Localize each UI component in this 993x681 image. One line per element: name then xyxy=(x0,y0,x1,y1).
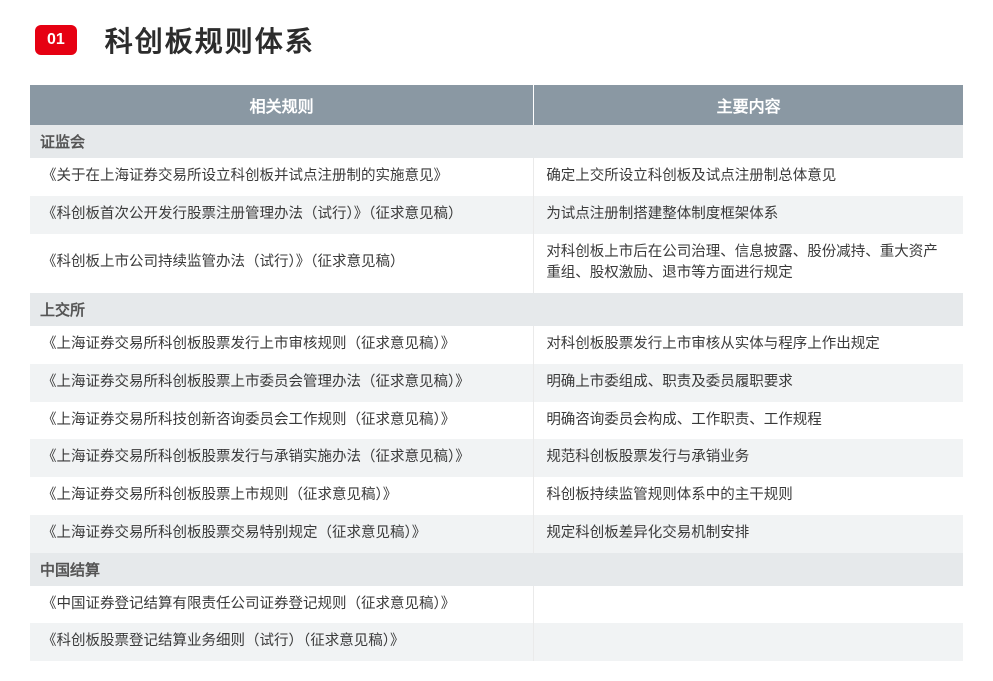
section-row: 中国结算 xyxy=(30,553,963,586)
rule-cell: 《科创板上市公司持续监管办法（试行）》（征求意见稿） xyxy=(30,234,534,294)
rule-cell: 《上海证券交易所科创板股票交易特别规定（征求意见稿）》 xyxy=(30,515,534,553)
rule-cell: 《上海证券交易所科创板股票上市委员会管理办法（征求意见稿）》 xyxy=(30,364,534,402)
table-row: 《上海证券交易所科创板股票上市规则（征求意见稿）》科创板持续监管规则体系中的主干… xyxy=(30,477,963,515)
table-row: 《上海证券交易所科创板股票发行与承销实施办法（征求意见稿）》规范科创板股票发行与… xyxy=(30,439,963,477)
content-cell: 为试点注册制搭建整体制度框架体系 xyxy=(534,196,963,234)
rule-cell: 《科创板首次公开发行股票注册管理办法（试行）》（征求意见稿） xyxy=(30,196,534,234)
rule-cell: 《上海证券交易所科技创新咨询委员会工作规则（征求意见稿）》 xyxy=(30,402,534,440)
content-cell xyxy=(534,623,963,661)
content-cell: 规范科创板股票发行与承销业务 xyxy=(534,439,963,477)
column-header-content: 主要内容 xyxy=(534,85,963,125)
section-label: 上交所 xyxy=(30,293,963,326)
table-row: 《上海证券交易所科创板股票上市委员会管理办法（征求意见稿）》明确上市委组成、职责… xyxy=(30,364,963,402)
table-header-row: 相关规则 主要内容 xyxy=(30,85,963,125)
table-row: 《科创板股票登记结算业务细则（试行）（征求意见稿）》 xyxy=(30,623,963,661)
table-row: 《中国证券登记结算有限责任公司证券登记规则（征求意见稿）》 xyxy=(30,586,963,624)
section-label: 证监会 xyxy=(30,125,963,158)
rules-table: 相关规则 主要内容 证监会《关于在上海证券交易所设立科创板并试点注册制的实施意见… xyxy=(30,85,963,661)
table-row: 《上海证券交易所科创板股票交易特别规定（征求意见稿）》规定科创板差异化交易机制安… xyxy=(30,515,963,553)
content-cell xyxy=(534,586,963,624)
table-row: 《科创板首次公开发行股票注册管理办法（试行）》（征求意见稿）为试点注册制搭建整体… xyxy=(30,196,963,234)
content-cell: 科创板持续监管规则体系中的主干规则 xyxy=(534,477,963,515)
rule-cell: 《上海证券交易所科创板股票上市规则（征求意见稿）》 xyxy=(30,477,534,515)
slide-header: 01 科创板规则体系 xyxy=(30,20,963,60)
content-cell: 明确上市委组成、职责及委员履职要求 xyxy=(534,364,963,402)
content-cell: 对科创板股票发行上市审核从实体与程序上作出规定 xyxy=(534,326,963,364)
table-row: 《关于在上海证券交易所设立科创板并试点注册制的实施意见》确定上交所设立科创板及试… xyxy=(30,158,963,196)
rule-cell: 《科创板股票登记结算业务细则（试行）（征求意见稿）》 xyxy=(30,623,534,661)
table-row: 《科创板上市公司持续监管办法（试行）》（征求意见稿）对科创板上市后在公司治理、信… xyxy=(30,234,963,294)
table-row: 《上海证券交易所科创板股票发行上市审核规则（征求意见稿）》对科创板股票发行上市审… xyxy=(30,326,963,364)
section-row: 证监会 xyxy=(30,125,963,158)
column-header-rules: 相关规则 xyxy=(30,85,534,125)
rule-cell: 《上海证券交易所科创板股票发行上市审核规则（征求意见稿）》 xyxy=(30,326,534,364)
section-label: 中国结算 xyxy=(30,553,963,586)
section-row: 上交所 xyxy=(30,293,963,326)
content-cell: 规定科创板差异化交易机制安排 xyxy=(534,515,963,553)
slide-title: 科创板规则体系 xyxy=(105,20,315,60)
rule-cell: 《关于在上海证券交易所设立科创板并试点注册制的实施意见》 xyxy=(30,158,534,196)
content-cell: 确定上交所设立科创板及试点注册制总体意见 xyxy=(534,158,963,196)
rule-cell: 《上海证券交易所科创板股票发行与承销实施办法（征求意见稿）》 xyxy=(30,439,534,477)
table-row: 《上海证券交易所科技创新咨询委员会工作规则（征求意见稿）》明确咨询委员会构成、工… xyxy=(30,402,963,440)
rule-cell: 《中国证券登记结算有限责任公司证券登记规则（征求意见稿）》 xyxy=(30,586,534,624)
content-cell: 明确咨询委员会构成、工作职责、工作规程 xyxy=(534,402,963,440)
section-number-badge: 01 xyxy=(35,25,77,55)
content-cell: 对科创板上市后在公司治理、信息披露、股份减持、重大资产重组、股权激励、退市等方面… xyxy=(534,234,963,294)
